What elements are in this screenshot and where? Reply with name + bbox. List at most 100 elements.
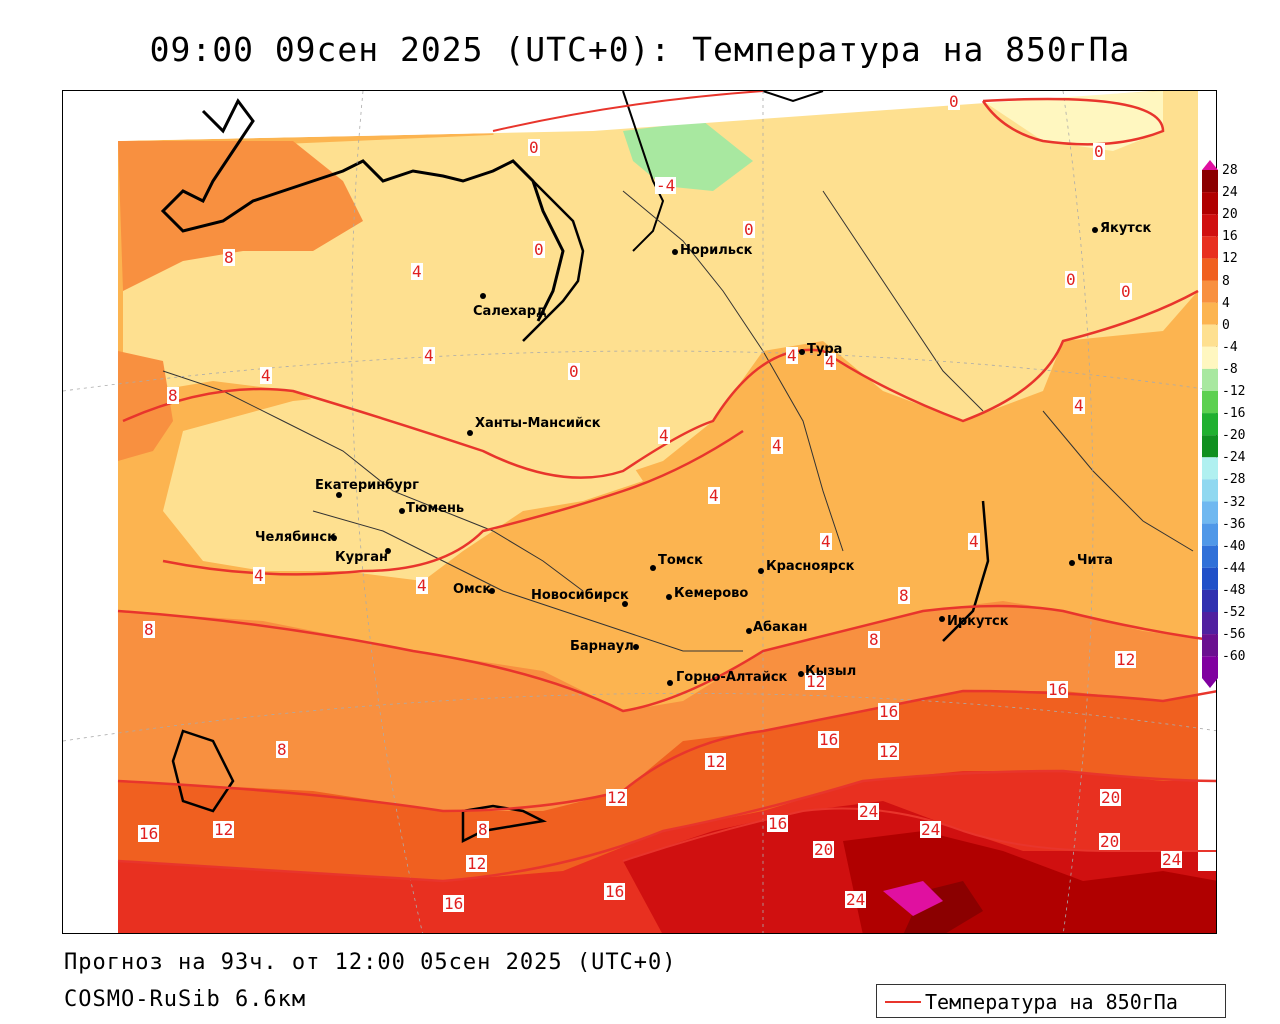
colorbar-tick-label: -60: [1222, 649, 1246, 665]
contour-label: 24: [920, 820, 942, 839]
legend: Температура на 850гПа: [876, 984, 1226, 1018]
colorbar-swatch: [1202, 656, 1218, 679]
contour-label: 12: [805, 672, 827, 691]
city-label-chelyabinsk[interactable]: Челябинск: [255, 530, 336, 545]
colorbar-tick-label: -52: [1222, 605, 1246, 620]
colorbar-tick-label: 8: [1222, 273, 1230, 289]
city-label-salekhard[interactable]: Салехард: [473, 304, 547, 319]
city-label-yakutsk[interactable]: Якутск: [1100, 221, 1152, 236]
colorbar-tick-label: -4: [1222, 339, 1238, 355]
colorbar-swatch: [1202, 501, 1218, 524]
city-marker: [399, 508, 405, 514]
city-label-omsk[interactable]: Омск: [453, 582, 492, 597]
city-marker: [331, 535, 337, 541]
contour-label: 0: [1093, 142, 1105, 161]
city-marker: [667, 680, 673, 686]
colorbar-tick-label: 20: [1222, 207, 1238, 223]
colorbar-swatch: [1202, 545, 1218, 568]
colorbar-tick-label: 28: [1222, 163, 1238, 178]
temperature-colorbar: 28 24 20 16 12 8 4 0 -4 -8 -12 -16 -20 -24 -28 -32 -36 -4…: [1200, 160, 1260, 690]
city-label-tura[interactable]: Тура: [807, 342, 843, 357]
city-marker: [489, 588, 495, 594]
city-label-kurgan[interactable]: Курган: [335, 550, 388, 565]
contour-label: 4: [968, 532, 980, 551]
city-label-novosibirsk[interactable]: Новосибирск: [531, 588, 629, 603]
contour-label: -4: [655, 176, 677, 195]
contour-label: 12: [878, 742, 900, 761]
city-label-kemerovo[interactable]: Кемерово: [674, 586, 749, 601]
contour-label: 16: [1047, 680, 1069, 699]
colorbar-tick-label: -28: [1222, 472, 1246, 488]
contour-label: 8: [477, 820, 489, 839]
colorbar-swatch: [1202, 634, 1218, 657]
city-marker: [1069, 560, 1075, 566]
map-title: 09:00 09сен 2025 (UTC+0): Температура на…: [149, 30, 1131, 69]
city-label-gorno-altaysk[interactable]: Горно-Алтайск: [676, 670, 788, 685]
colorbar-swatch: [1202, 214, 1218, 237]
colorbar-tick-label: -44: [1222, 560, 1246, 576]
city-marker: [336, 492, 342, 498]
city-marker: [650, 565, 656, 571]
city-label-barnaul[interactable]: Барнаул: [570, 639, 634, 654]
colorbar-swatch: [1202, 346, 1218, 369]
city-marker: [467, 430, 473, 436]
map-frame[interactable]: 0 0 0 0 0 0 0 -4 0 4 4 4 4 4 4 4 4 4 4 4…: [62, 90, 1217, 934]
contour-label: 0: [1120, 282, 1132, 301]
city-marker: [746, 628, 752, 634]
city-label-tyumen[interactable]: Тюмень: [406, 501, 465, 516]
city-label-norilsk[interactable]: Норильск: [680, 243, 753, 258]
contour-label: 0: [1065, 270, 1077, 289]
city-marker: [1092, 227, 1098, 233]
contour-label: 0: [948, 92, 960, 111]
contour-label: 16: [818, 730, 840, 749]
city-label-tomsk[interactable]: Томск: [658, 553, 703, 568]
colorbar-swatch: [1202, 479, 1218, 502]
city-label-khanty-mansiysk[interactable]: Ханты-Мансийск: [475, 416, 601, 431]
colorbar-swatch: [1202, 589, 1218, 612]
city-marker: [672, 249, 678, 255]
contour-label: 12: [705, 752, 727, 771]
colorbar-tick-label: -8: [1222, 361, 1238, 377]
colorbar-tick-label: 24: [1222, 185, 1238, 201]
contour-label: 8: [868, 630, 880, 649]
contour-label: 16: [138, 824, 160, 843]
colorbar-swatch: [1202, 457, 1218, 480]
colorbar-swatch: [1202, 413, 1218, 436]
contour-label: 4: [260, 366, 272, 385]
colorbar-swatch: [1202, 258, 1218, 281]
contour-label: 8: [276, 740, 288, 759]
colorbar-swatch: [1202, 280, 1218, 303]
city-marker: [385, 548, 391, 554]
colorbar-tick-label: 0: [1222, 317, 1230, 333]
city-label-yekaterinburg[interactable]: Екатеринбург: [315, 478, 419, 493]
colorbar-tick-label: -32: [1222, 494, 1246, 510]
city-label-abakan[interactable]: Абакан: [753, 620, 808, 635]
city-marker: [799, 349, 805, 355]
city-label-irkutsk[interactable]: Иркутск: [947, 614, 1009, 629]
contour-label: 24: [858, 802, 880, 821]
colorbar-swatch: [1202, 523, 1218, 546]
contour-label: 24: [1161, 850, 1183, 869]
legend-line-swatch: [885, 1001, 921, 1003]
contour-label: 4: [771, 436, 783, 455]
contour-label: 12: [466, 854, 488, 873]
colorbar-swatch: [1202, 368, 1218, 391]
city-label-kyzyl[interactable]: Кызыл: [805, 664, 857, 679]
city-label-krasnoyarsk[interactable]: Красноярск: [766, 559, 855, 574]
colorbar-swatch: [1202, 567, 1218, 590]
colorbar-tick-label: -20: [1222, 428, 1246, 444]
colorbar-tick-label: 4: [1222, 295, 1230, 311]
city-marker: [758, 568, 764, 574]
colorbar-tick-label: 12: [1222, 251, 1238, 267]
contour-label: 12: [1115, 650, 1137, 669]
contour-label: 4: [786, 346, 798, 365]
contour-label: 4: [824, 352, 836, 371]
contour-label: 4: [708, 486, 720, 505]
contour-label: 8: [167, 386, 179, 405]
colorbar-swatch: [1202, 192, 1218, 215]
contour-label: 4: [423, 346, 435, 365]
colorbar-tick-label: -56: [1222, 627, 1246, 643]
colorbar-swatch: [1202, 236, 1218, 259]
contour-label: 4: [411, 262, 423, 281]
city-label-chita[interactable]: Чита: [1077, 553, 1113, 568]
